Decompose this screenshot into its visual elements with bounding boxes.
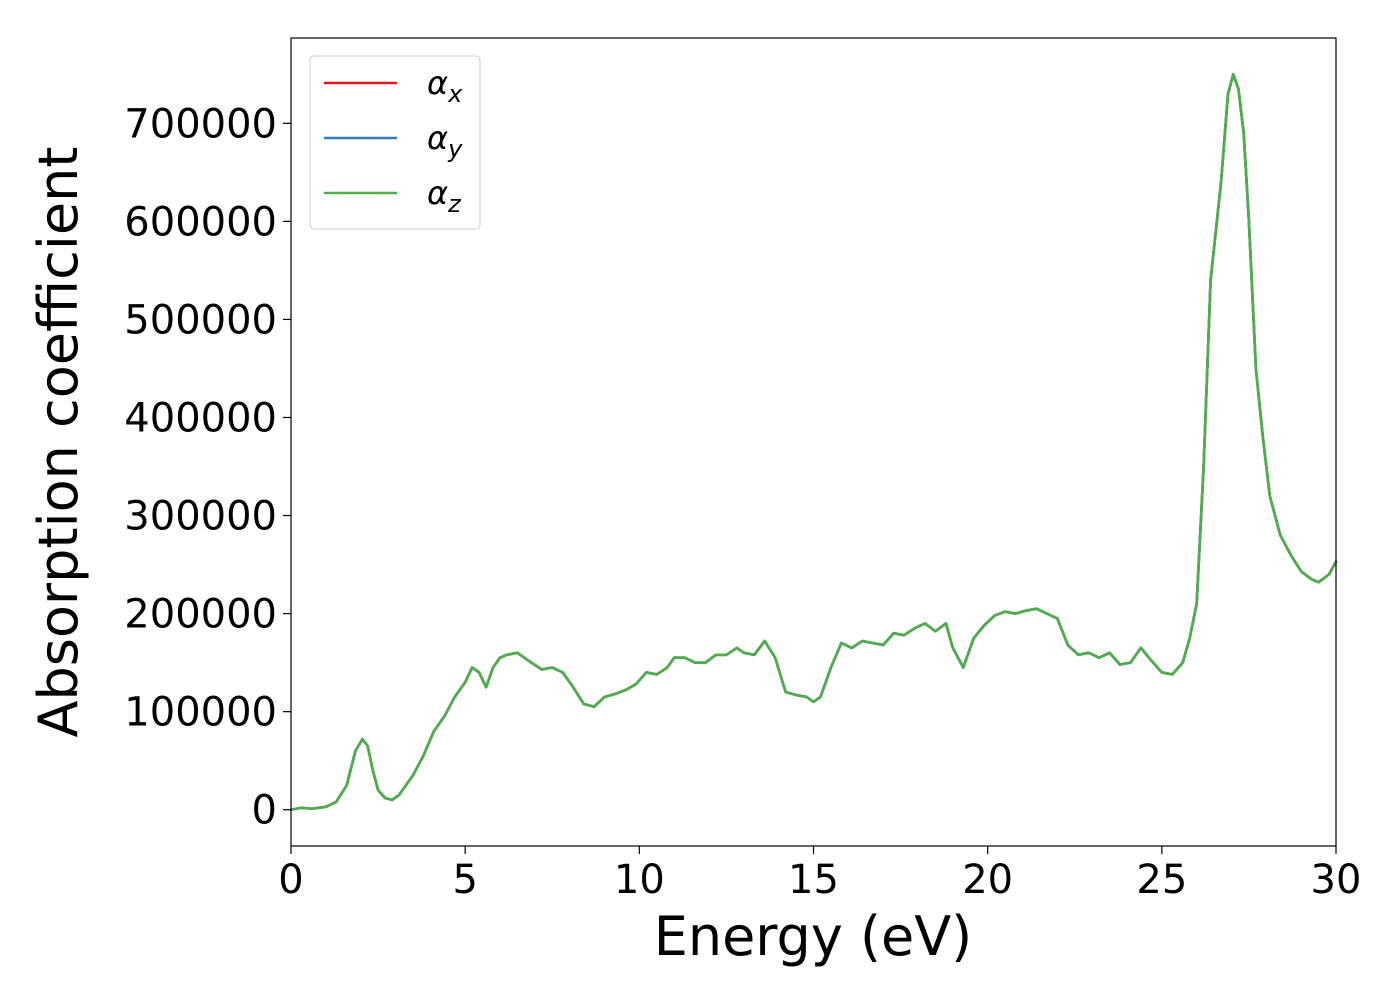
x-tick-label: 10 [614, 857, 665, 903]
legend-label-x: αx [427, 64, 463, 108]
y-axis: 0 100000 200000 300000 400000 500000 600000 700… [124, 101, 291, 834]
x-tick-label: 5 [452, 857, 477, 903]
x-tick-label: 25 [1136, 857, 1187, 903]
y-tick-label: 200000 [124, 592, 277, 638]
legend-box [309, 55, 481, 230]
x-tick-label: 30 [1311, 857, 1362, 903]
series-layer [289, 72, 1338, 812]
series-line-z [289, 72, 1338, 812]
y-tick-label: 700000 [124, 101, 277, 147]
x-tick-label: 15 [788, 857, 839, 903]
legend-label-y: αy [427, 119, 463, 163]
legend: αx αy αz [309, 55, 481, 230]
x-axis-title: Energy (eV) [654, 905, 973, 968]
y-tick-label: 600000 [124, 199, 277, 245]
y-axis-title: Absorption coefficient [27, 147, 90, 738]
y-tick-label: 500000 [124, 297, 277, 343]
y-tick-label: 400000 [124, 395, 277, 441]
y-tick-label: 0 [252, 788, 277, 834]
x-axis: 0 5 10 15 20 25 30 [278, 846, 1361, 903]
legend-label-z: αz [427, 174, 462, 218]
x-tick-label: 20 [962, 857, 1013, 903]
y-tick-label: 100000 [124, 690, 277, 736]
y-tick-label: 300000 [124, 494, 277, 540]
x-tick-label: 0 [278, 857, 303, 903]
